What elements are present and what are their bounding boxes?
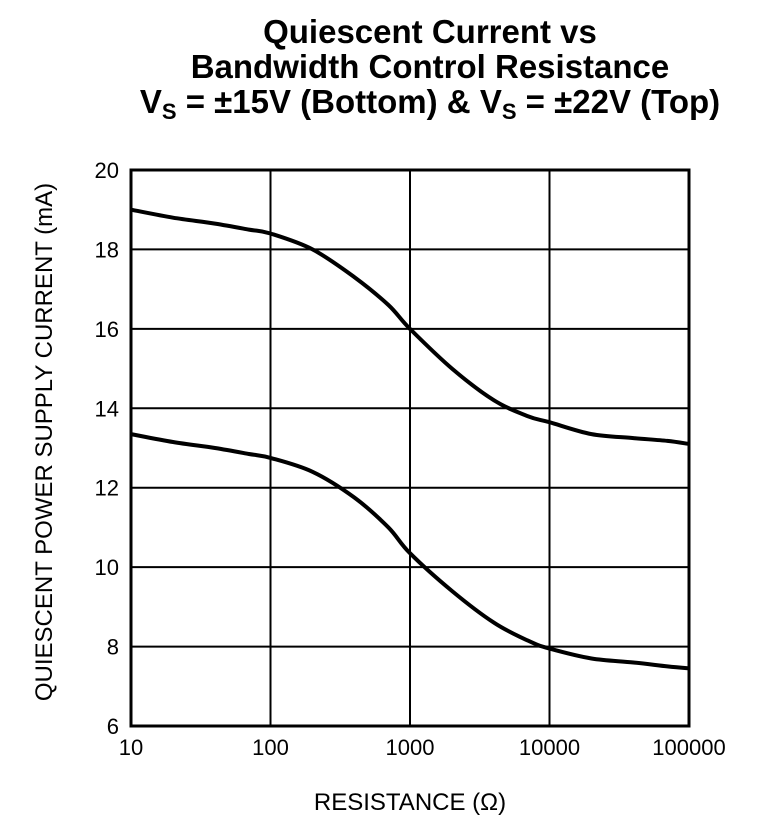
y-tick-label: 8 [107, 635, 119, 660]
x-axis-label: RESISTANCE (Ω) [314, 789, 506, 816]
y-tick-label: 10 [95, 555, 119, 580]
x-tick-label: 100000 [652, 735, 725, 760]
chart-title: Quiescent Current vs Bandwidth Control R… [90, 13, 770, 124]
y-tick-label: 12 [95, 476, 119, 501]
title-line-1: Quiescent Current vs [263, 13, 597, 50]
plot-frame [129, 168, 691, 728]
y-tick-label: 20 [95, 158, 119, 183]
x-tick-label: 100 [252, 735, 289, 760]
title-mid2: = ±22V (Top) [516, 83, 721, 120]
tick-labels: 10 100 1000 10000 100000 6 8 10 12 14 16 18 20 [95, 158, 726, 760]
title-v1-sub: S [161, 99, 177, 124]
x-tick-label: 10 [119, 735, 143, 760]
y-tick-label: 16 [95, 317, 119, 342]
y-tick-label: 18 [95, 237, 119, 262]
series-line-top [130, 207, 690, 446]
title-v1: V [139, 83, 162, 120]
title-line-3: VS = ±15V (Bottom) & VS = ±22V (Top) [90, 83, 770, 124]
y-axis-label: QUIESCENT POWER SUPPLY CURRENT (mA) [31, 183, 58, 701]
title-line-2: Bandwidth Control Resistance [190, 48, 670, 85]
y-tick-label: 6 [107, 714, 119, 739]
title-mid1: = ±15V (Bottom) & [176, 83, 480, 120]
x-tick-label: 10000 [519, 735, 580, 760]
x-tick-label: 1000 [386, 735, 435, 760]
y-tick-label: 14 [95, 396, 119, 421]
title-v2-sub: S [501, 99, 517, 124]
series-group [130, 207, 690, 671]
series-line-bottom [130, 432, 690, 671]
title-v2: V [479, 83, 502, 120]
